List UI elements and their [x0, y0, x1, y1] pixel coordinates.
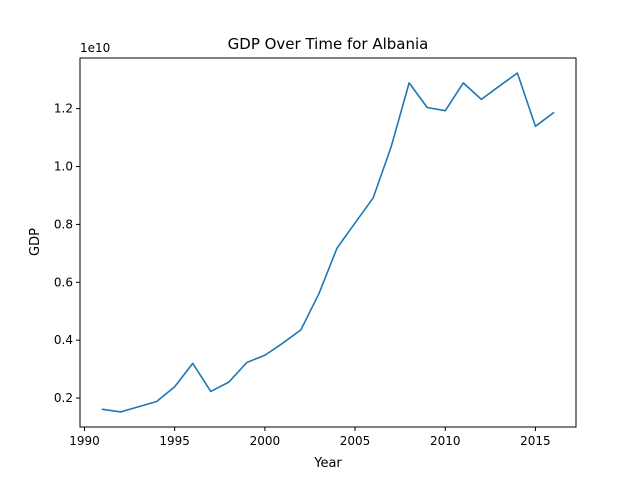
- x-tick-label: 1995: [159, 434, 190, 448]
- y-tick-label: 1.0: [54, 160, 73, 174]
- gdp-series-line: [101, 72, 555, 413]
- series-layer: [101, 72, 555, 413]
- y-tick-label: 1.2: [54, 102, 73, 116]
- plot-area-frame: [79, 57, 577, 428]
- y-tick-label: 0.6: [54, 275, 73, 289]
- y-axis-offset-label: 1e10: [80, 41, 110, 55]
- x-tick-label: 2010: [430, 434, 461, 448]
- x-tick-label: 2000: [250, 434, 281, 448]
- x-tick-label: 2005: [340, 434, 371, 448]
- x-tick-label: 1990: [69, 434, 100, 448]
- y-tick-label: 0.4: [54, 333, 73, 347]
- chart-title: GDP Over Time for Albania: [228, 35, 429, 53]
- y-axis-label: GDP: [28, 228, 43, 256]
- y-tick-label: 0.8: [54, 217, 73, 231]
- y-tick-label: 0.2: [54, 391, 73, 405]
- y-axis-ticks: 0.2 0.4 0.6 0.8 1.0 1.2: [54, 102, 80, 405]
- x-tick-label: 2015: [520, 434, 551, 448]
- x-axis-ticks: 1990 1995 2000 2005 2010 2015: [69, 427, 551, 448]
- x-axis-label: Year: [313, 456, 342, 471]
